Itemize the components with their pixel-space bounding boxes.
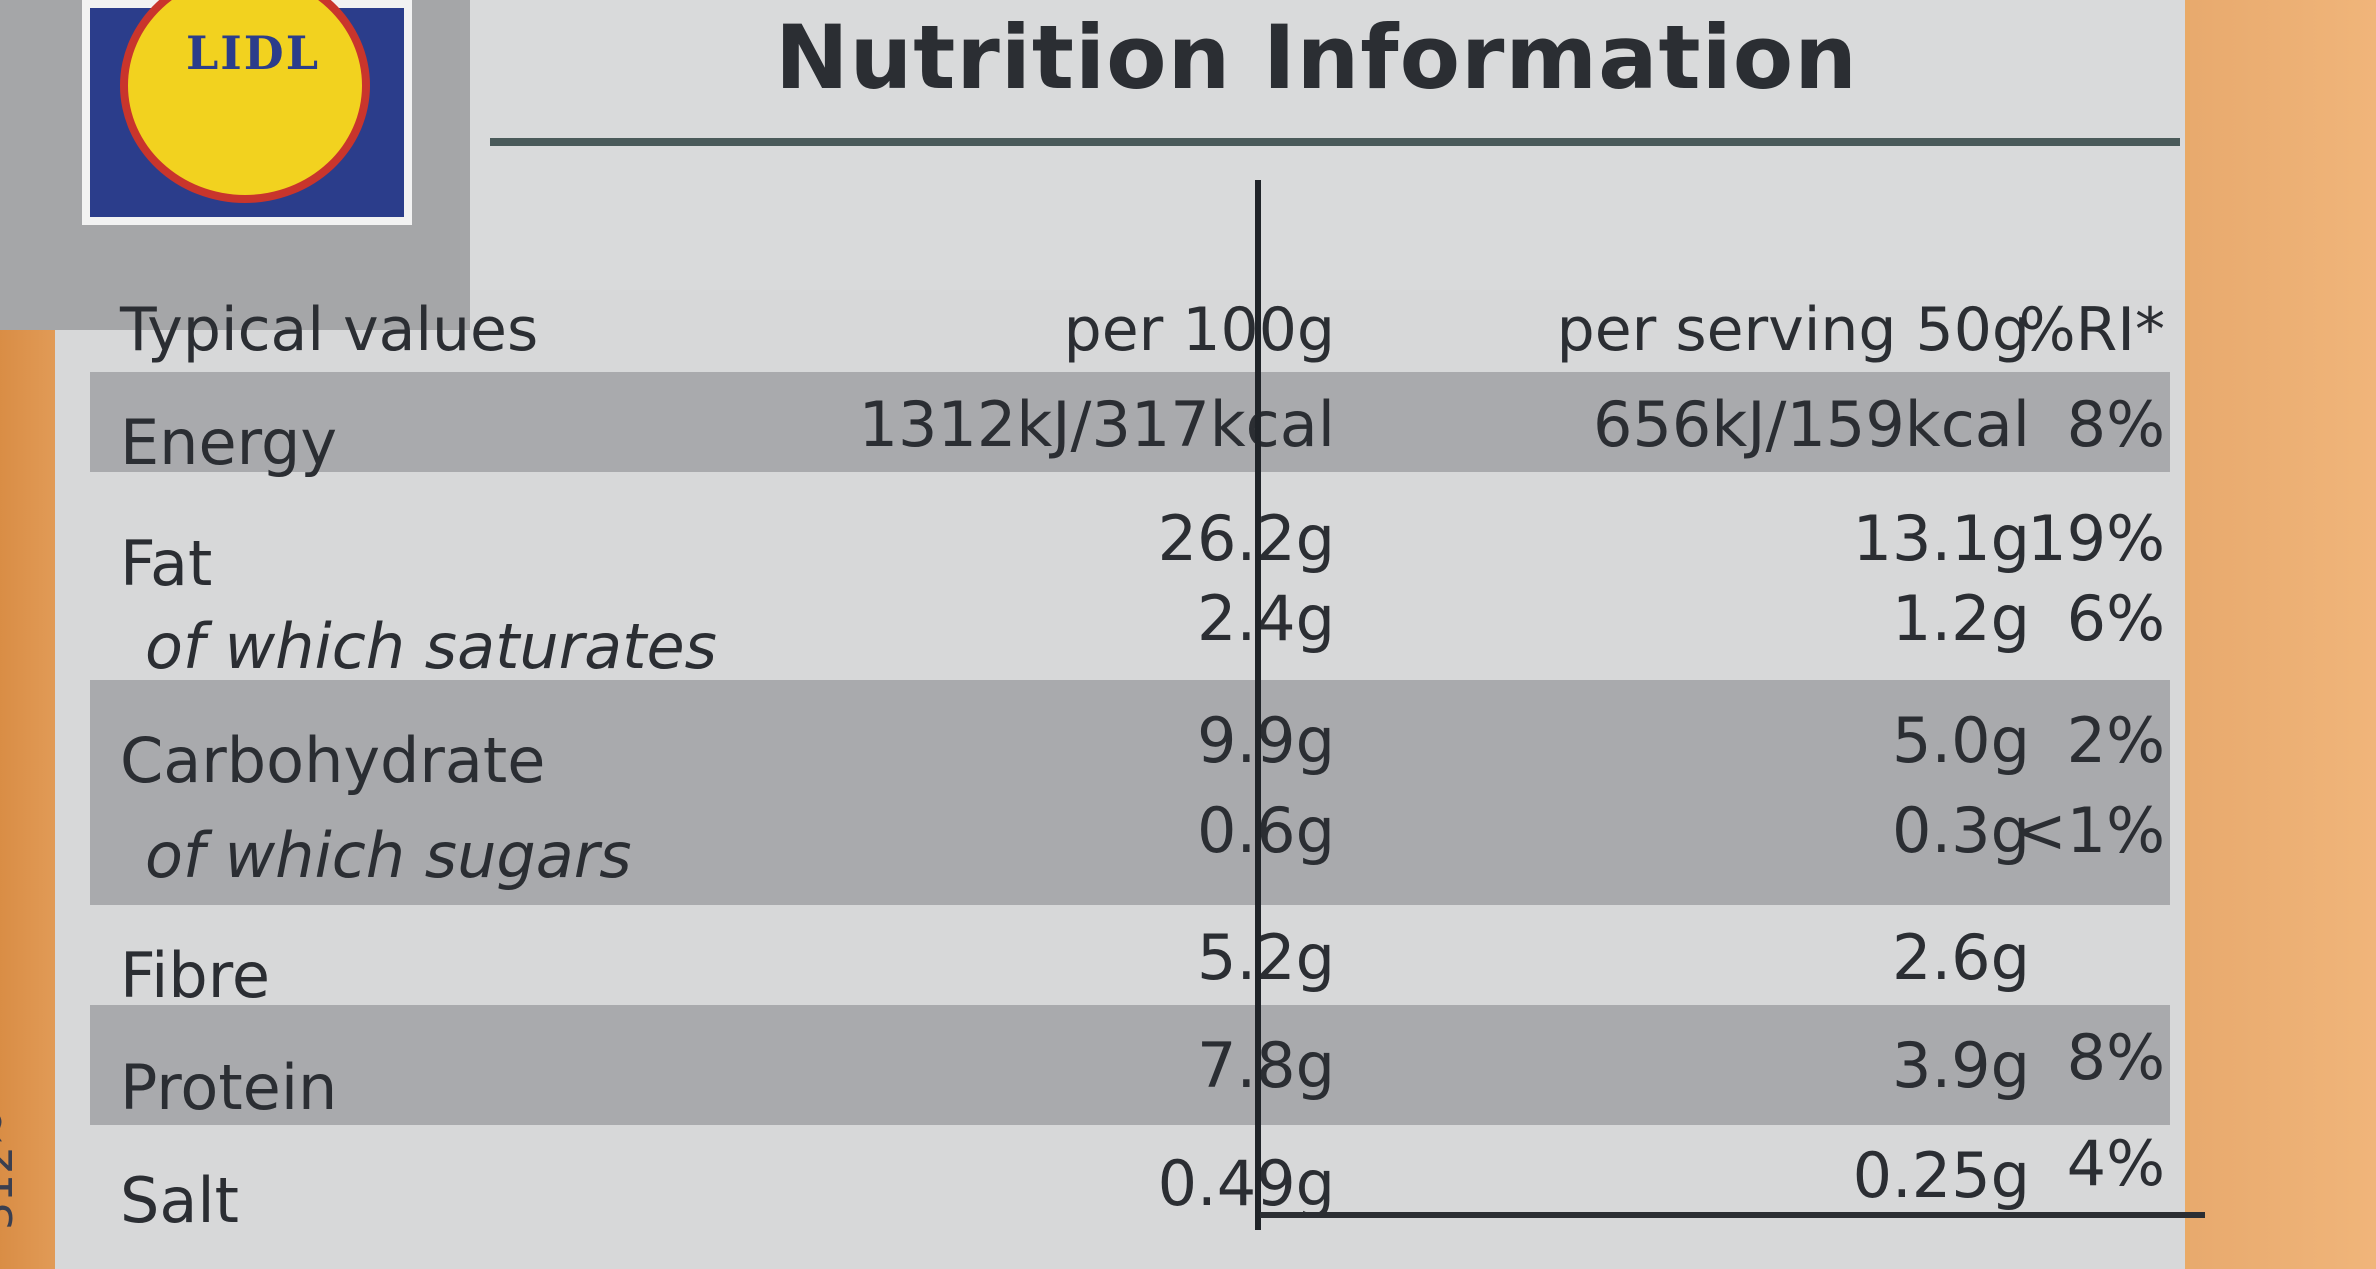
row-per100: 9.9g: [1197, 704, 1335, 777]
header-ri: %RI*: [2018, 295, 2165, 365]
lidl-logo: LIDL: [82, 0, 412, 225]
row-serving: 13.1g: [1852, 502, 2030, 575]
row-per100: 0.49g: [1157, 1147, 1335, 1220]
table-row: Salt 0.49g 0.25g 4%: [90, 1125, 2170, 1232]
row-ri: 8%: [2066, 1021, 2165, 1094]
row-per100: 0.6g: [1197, 794, 1335, 867]
table-header-row: Typical values per 100g per serving 50g …: [90, 290, 2170, 370]
row-serving: 0.25g: [1852, 1139, 2030, 1212]
row-serving: 3.9g: [1892, 1029, 2030, 1102]
logo-panel: LIDL: [0, 0, 470, 330]
row-label: Energy: [120, 406, 338, 479]
page-title: Nutrition Information: [775, 6, 1858, 109]
title-rule: [490, 138, 2180, 146]
row-label: of which sugars: [145, 819, 632, 892]
row-serving: 2.6g: [1892, 921, 2030, 994]
table-row: Fibre 5.2g 2.6g: [90, 905, 2170, 1012]
row-per100: 2.4g: [1197, 582, 1335, 655]
row-ri: 19%: [2027, 502, 2165, 575]
row-label: of which saturates: [145, 610, 717, 683]
row-label: Protein: [120, 1051, 338, 1124]
table-row-group-carbohydrate: Carbohydrate 9.9g 5.0g 2% of which sugar…: [90, 680, 2170, 905]
logo-circle: LIDL: [120, 0, 370, 203]
row-ri: 2%: [2066, 704, 2165, 777]
row-ri: 6%: [2066, 582, 2165, 655]
row-per100: 1312kJ/317kcal: [858, 388, 1335, 461]
row-per100: 26.2g: [1157, 502, 1335, 575]
row-label: Fat: [120, 527, 213, 600]
bottom-rule: [1260, 1212, 2205, 1218]
row-serving: 656kJ/159kcal: [1593, 388, 2030, 461]
header-typical-values: Typical values: [120, 295, 539, 365]
logo-text: LIDL: [185, 26, 321, 80]
table-row-group-fat: Fat 26.2g 13.1g 19% of which saturates 2…: [90, 478, 2170, 678]
row-serving: 1.2g: [1892, 582, 2030, 655]
table-row: Energy 1312kJ/317kcal 656kJ/159kcal 8%: [90, 372, 2170, 479]
header-per-100g: per 100g: [1063, 295, 1335, 365]
side-code: 312~: [0, 1109, 23, 1230]
header-per-serving: per serving 50g: [1556, 295, 2030, 365]
row-label: Fibre: [120, 939, 271, 1012]
table-row: Protein 7.8g 3.9g 8%: [90, 1005, 2170, 1125]
row-serving: 0.3g: [1892, 794, 2030, 867]
row-serving: 5.0g: [1892, 704, 2030, 777]
column-divider: [1255, 180, 1261, 1230]
row-label: Salt: [120, 1164, 239, 1237]
row-ri: 4%: [2066, 1127, 2165, 1200]
row-ri: 8%: [2066, 388, 2165, 461]
row-per100: 7.8g: [1197, 1029, 1335, 1102]
row-per100: 5.2g: [1197, 921, 1335, 994]
row-ri: <1%: [2014, 794, 2165, 867]
row-label: Carbohydrate: [120, 724, 546, 797]
package-edge-right: [2190, 0, 2376, 1269]
